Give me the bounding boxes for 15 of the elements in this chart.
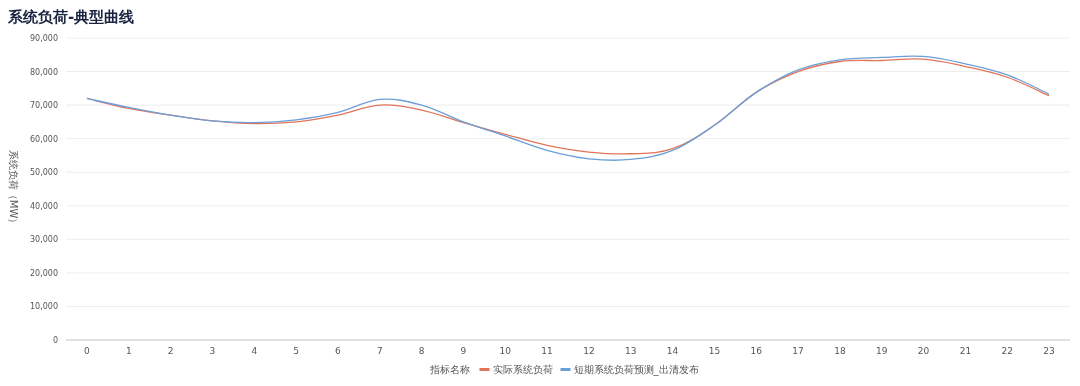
y-tick-label: 60,000 (30, 134, 58, 144)
y-tick-label: 20,000 (30, 268, 58, 278)
legend-label: 短期系统负荷预测_出清发布 (573, 364, 699, 376)
y-tick-label: 90,000 (30, 34, 58, 43)
y-tick-label: 50,000 (30, 168, 58, 178)
legend-label: 实际系统负荷 (492, 364, 553, 375)
title: 系统负荷-典型曲线 (8, 8, 135, 26)
y-tick-label: 30,000 (30, 235, 58, 245)
y-tick-label: 80,000 (30, 67, 58, 77)
y-tick-label: 10,000 (30, 302, 58, 312)
y-tick-label: 70,000 (30, 101, 58, 111)
legend-title: 指标名称 (428, 364, 470, 375)
y-axis-title: 系统负荷（MW） (8, 149, 19, 229)
y-tick-label: 40,000 (30, 201, 58, 211)
y-tick-label: 0 (52, 336, 58, 345)
